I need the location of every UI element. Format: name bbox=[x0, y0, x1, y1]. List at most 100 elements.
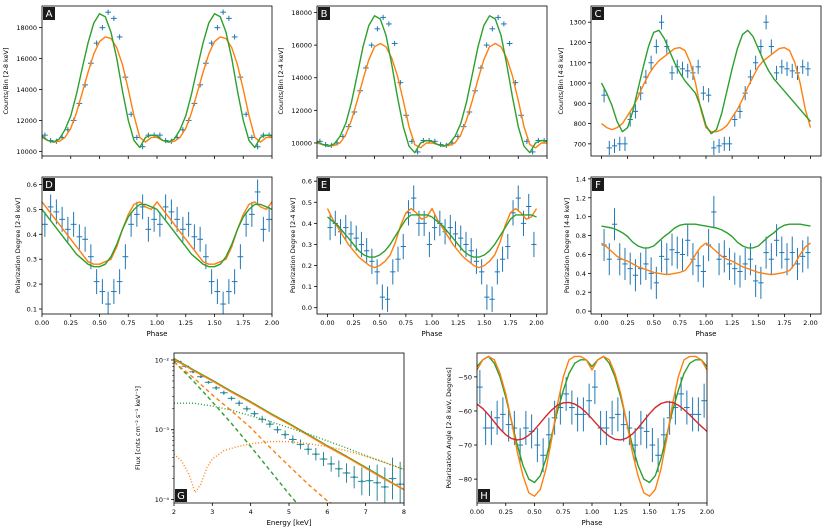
panel-label: E bbox=[321, 180, 327, 191]
data-point bbox=[580, 397, 587, 432]
plot-area bbox=[42, 9, 272, 150]
y-tick-label: 0.3 bbox=[302, 241, 312, 249]
y-tick-label: 1000 bbox=[569, 80, 586, 88]
y-tick-label: 1200 bbox=[569, 39, 586, 47]
axes-frame bbox=[590, 5, 822, 157]
data-point bbox=[622, 247, 628, 280]
data-marker bbox=[306, 448, 310, 451]
data-point bbox=[489, 26, 496, 32]
panel-B: 10000 12000 14000 16000 18000 Counts/Bin [2-4… bbox=[277, 5, 548, 159]
data-point bbox=[235, 400, 243, 407]
data-point bbox=[726, 136, 733, 151]
y-tick-label: 800 bbox=[574, 120, 586, 128]
x-tick-label: 1.50 bbox=[751, 319, 765, 327]
data-point bbox=[47, 194, 54, 220]
data-point bbox=[732, 112, 738, 127]
y-tick-label: 10⁻³ bbox=[155, 426, 170, 434]
data-point bbox=[615, 397, 621, 432]
data-point bbox=[111, 15, 117, 21]
data-point bbox=[706, 88, 712, 103]
data-point bbox=[716, 138, 722, 153]
data-point bbox=[226, 15, 232, 21]
data-marker bbox=[253, 412, 256, 415]
y-tick-label: 12000 bbox=[291, 107, 312, 115]
panel-G: 2 3 4 5 6 7 8 Energy [keV] 10⁻² 10⁻³ 10⁻⁴ Flux [cnt… bbox=[134, 352, 406, 527]
plot-area bbox=[326, 185, 538, 312]
data-point bbox=[212, 385, 220, 390]
data-point bbox=[483, 42, 490, 48]
data-point bbox=[411, 185, 417, 211]
x-tick-label: 8 bbox=[402, 508, 406, 516]
panel-label: H bbox=[480, 491, 488, 502]
data-point bbox=[648, 257, 654, 290]
x-tick-label: 1.00 bbox=[585, 508, 599, 516]
data-point bbox=[726, 247, 733, 280]
data-point bbox=[473, 248, 480, 274]
x-tick-label: 7 bbox=[364, 508, 368, 516]
data-point bbox=[180, 216, 186, 242]
data-marker bbox=[383, 485, 387, 489]
x-tick-label: 1.25 bbox=[614, 508, 628, 516]
data-point bbox=[204, 380, 213, 384]
data-point bbox=[384, 286, 391, 312]
x-tick-label: 2.00 bbox=[529, 319, 543, 327]
panel-label: D bbox=[45, 180, 53, 191]
data-point bbox=[643, 247, 649, 280]
data-marker bbox=[345, 471, 348, 475]
x-tick-label: 0.75 bbox=[399, 319, 413, 327]
data-point bbox=[151, 206, 157, 232]
data-point bbox=[711, 195, 717, 229]
data-point bbox=[586, 383, 592, 418]
y-axis-label: Counts/Bin [4-8 keV] bbox=[557, 47, 565, 114]
data-point bbox=[794, 247, 801, 280]
data-point bbox=[742, 247, 748, 280]
x-tick-label: 0.50 bbox=[92, 319, 106, 327]
x-tick-label: 0.75 bbox=[121, 319, 135, 327]
data-point bbox=[426, 231, 432, 258]
y-tick-label: 14000 bbox=[16, 86, 37, 94]
y-axis-label: Polarization Degree [4-8 keV] bbox=[563, 198, 571, 293]
data-marker bbox=[222, 391, 226, 394]
data-point bbox=[601, 88, 607, 103]
y-tick-label: 0.2 bbox=[302, 262, 312, 270]
data-point bbox=[685, 224, 691, 257]
x-tick-label: 0.25 bbox=[620, 319, 634, 327]
data-point bbox=[805, 236, 811, 269]
data-point bbox=[373, 464, 381, 501]
model-curve-red-2 bbox=[477, 401, 707, 441]
data-point bbox=[789, 63, 795, 78]
data-point bbox=[116, 269, 123, 295]
data-point bbox=[273, 426, 282, 434]
data-point bbox=[350, 466, 358, 489]
data-point bbox=[684, 390, 690, 425]
y-axis-label: Polarization Degree [2-4 keV] bbox=[289, 198, 297, 293]
data-point bbox=[243, 406, 251, 412]
panel-F: 0.00 0.25 0.50 0.75 1.00 1.25 1.50 1.75 2.00 Phas… bbox=[563, 175, 822, 338]
data-point bbox=[208, 269, 215, 295]
data-point bbox=[753, 264, 759, 297]
data-point bbox=[695, 397, 702, 432]
data-point bbox=[304, 443, 312, 455]
y-tick-label: 10⁻⁴ bbox=[155, 496, 170, 504]
y-tick-label: 1300 bbox=[569, 19, 586, 27]
data-point bbox=[721, 136, 727, 151]
data-point bbox=[494, 259, 500, 285]
data-point bbox=[800, 240, 806, 273]
data-point bbox=[685, 63, 691, 78]
data-marker bbox=[299, 443, 302, 446]
data-point bbox=[632, 259, 639, 292]
data-point bbox=[501, 21, 507, 27]
x-axis-label: Phase bbox=[147, 330, 168, 338]
y-axis-label: Polarization Angle [2-8 keV, Degrees] bbox=[445, 367, 453, 488]
y-tick-label: 0.4 bbox=[27, 231, 37, 239]
data-point bbox=[732, 252, 738, 285]
data-point bbox=[65, 216, 71, 242]
data-point bbox=[658, 240, 665, 273]
data-marker bbox=[329, 462, 333, 466]
y-axis-label: Flux [cnts cm⁻² s⁻¹ keV⁻¹] bbox=[134, 386, 142, 470]
data-point bbox=[400, 233, 406, 260]
x-axis-label: Phase bbox=[696, 330, 717, 338]
axes-frame bbox=[41, 176, 273, 315]
panel-label: F bbox=[595, 180, 601, 191]
data-marker bbox=[276, 428, 279, 431]
